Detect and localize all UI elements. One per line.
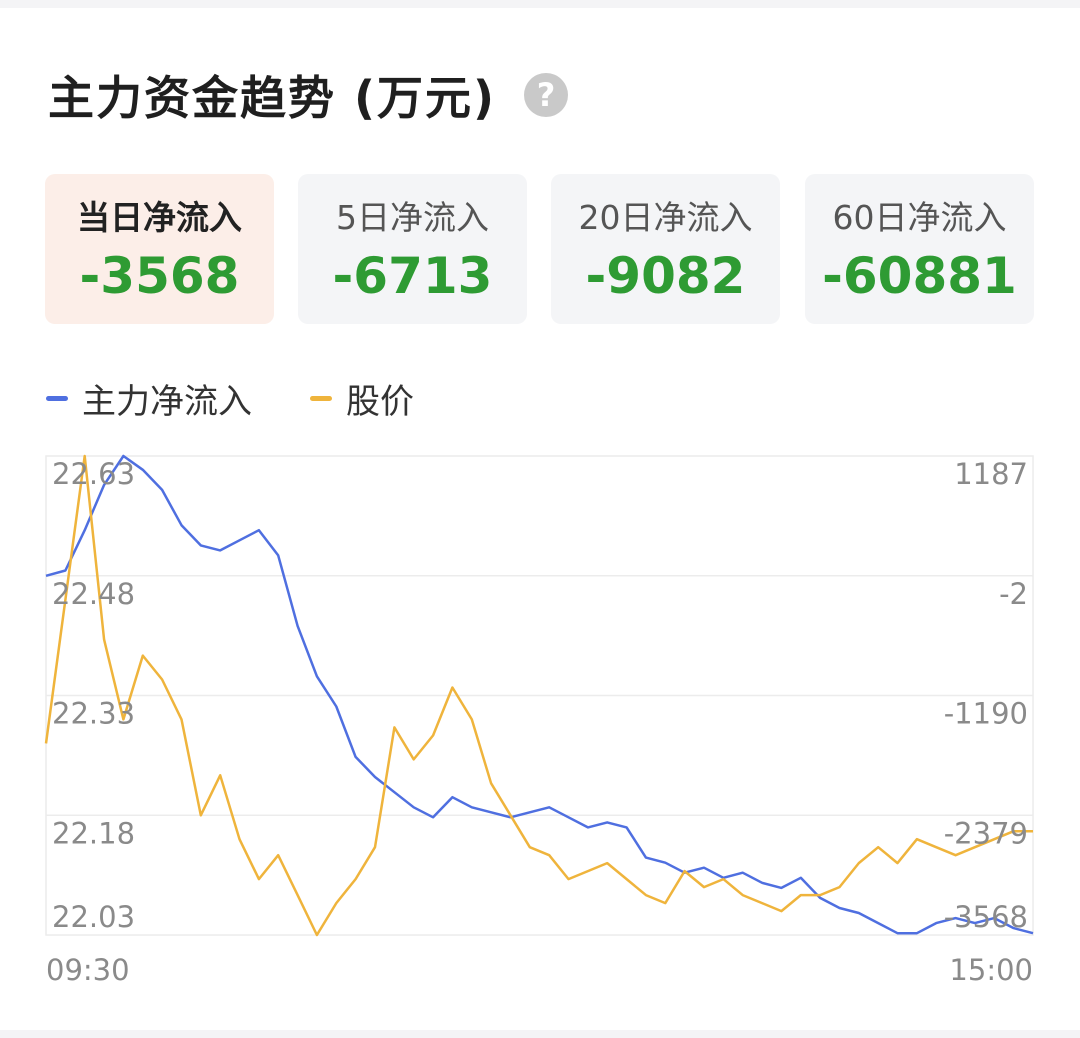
fund-flow-chart[interactable]: 22.63 22.48 22.33 22.18 22.03 1187 -2 -1190 -237…: [0, 440, 1080, 1000]
card-value: -3568: [79, 247, 240, 305]
page-title: 主力资金趋势 (万元): [48, 71, 497, 125]
legend-item-price[interactable]: 股价: [310, 374, 414, 423]
card-value: -6713: [332, 247, 493, 305]
series-line-price: [44, 454, 1033, 937]
right-axis-tick: -1190: [944, 697, 1028, 731]
right-axis-tick: -2: [999, 577, 1028, 611]
card-label: 当日净流入: [77, 198, 242, 237]
card-60day[interactable]: 60日净流入 -60881: [805, 174, 1034, 324]
right-axis-tick: -3568: [944, 900, 1028, 934]
left-axis-tick: 22.18: [52, 816, 135, 850]
x-axis-start-label: 09:30: [46, 953, 130, 987]
header: 主力资金趋势 (万元) ?: [48, 60, 569, 130]
bottom-divider: [0, 1030, 1080, 1038]
legend-label-flow: 主力净流入: [82, 381, 252, 422]
card-value: -9082: [585, 247, 746, 305]
card-today[interactable]: 当日净流入 -3568: [45, 174, 274, 324]
card-value: -60881: [822, 247, 1017, 305]
left-axis-tick: 22.63: [52, 457, 135, 491]
left-axis-tick: 22.33: [52, 697, 135, 731]
flow-summary-cards: 当日净流入 -3568 5日净流入 -6713 20日净流入 -9082 60日…: [45, 174, 1035, 324]
legend-swatch-price: [310, 395, 332, 401]
card-label: 60日净流入: [832, 198, 1007, 237]
card-5day[interactable]: 5日净流入 -6713: [298, 174, 527, 324]
legend-item-flow[interactable]: 主力净流入: [46, 374, 252, 423]
series-line-flow: [45, 454, 1034, 935]
legend-swatch-flow: [46, 395, 68, 401]
card-label: 5日净流入: [336, 198, 489, 237]
top-divider: [0, 0, 1080, 8]
x-axis-end-label: 15:00: [949, 953, 1033, 987]
right-axis-tick: -2379: [944, 816, 1028, 850]
card-20day[interactable]: 20日净流入 -9082: [551, 174, 780, 324]
question-circle-icon[interactable]: ?: [524, 73, 569, 117]
left-axis-tick: 22.48: [52, 577, 135, 611]
card-label: 20日净流入: [578, 198, 753, 237]
left-axis-tick: 22.03: [52, 900, 135, 934]
right-axis-tick: 1187: [954, 457, 1028, 491]
legend-label-price: 股价: [346, 381, 414, 422]
chart-legend: 主力净流入 股价: [46, 374, 472, 423]
